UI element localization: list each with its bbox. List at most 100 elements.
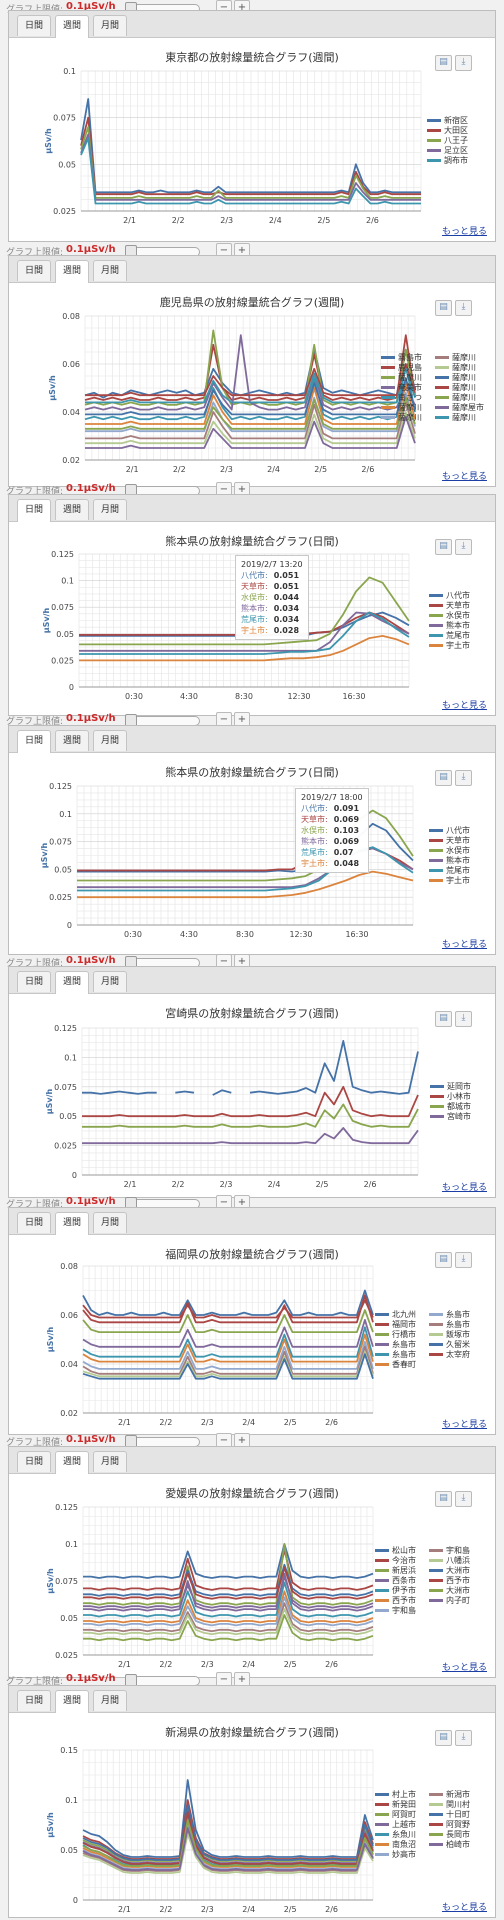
legend-item[interactable]: 宇土市 [429,876,470,886]
legend-item[interactable]: 村上市 [375,1790,416,1800]
tab-daily[interactable]: 日間 [17,730,51,753]
legend-item[interactable]: 霧島市 [381,353,422,363]
more-link[interactable]: もっと見る [441,1183,487,1193]
legend-item[interactable]: 薩摩川 [381,413,422,423]
legend-item[interactable]: 西条市 [375,1576,416,1586]
legend-item[interactable]: 薩摩川 [435,363,484,373]
tab-weekly[interactable]: 週間 [55,1212,89,1235]
legend-item[interactable]: 薩摩川 [435,393,484,403]
tab-monthly[interactable]: 月間 [93,730,127,751]
legend-item[interactable]: 八幡浜 [429,1556,470,1566]
more-link[interactable]: もっと見る [441,701,487,711]
legend-item[interactable]: 飯塚市 [429,1330,470,1340]
more-link[interactable]: もっと見る [441,227,487,237]
legend-item[interactable]: 天草市 [429,601,470,611]
legend-item[interactable]: 久留米 [429,1340,470,1350]
legend-item[interactable]: 薩摩川 [435,373,484,383]
legend-item[interactable]: 宮崎市 [430,1112,471,1122]
tab-daily[interactable]: 日間 [17,1212,51,1233]
legend-item[interactable]: 糸島市 [375,1350,416,1360]
legend-item[interactable]: 西予市 [375,1596,416,1606]
print-icon[interactable]: ▤ [435,770,452,786]
tab-daily[interactable]: 日間 [17,499,51,522]
legend-item[interactable]: 糸島市 [429,1310,470,1320]
legend-item[interactable]: 南魚沼 [375,1840,416,1850]
tab-monthly[interactable]: 月間 [93,260,127,281]
legend-item[interactable]: 小林市 [430,1092,471,1102]
legend-item[interactable]: 福岡市 [375,1320,416,1330]
legend-item[interactable]: 糸島市 [429,1320,470,1330]
download-icon[interactable]: ⤓ [455,770,472,786]
tab-daily[interactable]: 日間 [17,1451,51,1472]
legend-item[interactable]: 内子町 [429,1596,470,1606]
legend-item[interactable]: 薩摩川 [381,403,422,413]
tab-weekly[interactable]: 週間 [55,260,89,283]
download-icon[interactable]: ⤓ [455,300,472,316]
legend-item[interactable]: 北九州 [375,1310,416,1320]
legend-item[interactable]: 松山市 [375,1546,416,1556]
legend-item[interactable]: 十日町 [429,1810,470,1820]
legend-item[interactable]: 荒尾市 [429,866,470,876]
legend-item[interactable]: 南さつ [381,393,422,403]
print-icon[interactable]: ▤ [435,1730,452,1746]
legend-item[interactable]: 妙高市 [375,1850,416,1860]
print-icon[interactable]: ▤ [435,539,452,555]
legend-item[interactable]: 延岡市 [430,1082,471,1092]
legend-item[interactable]: 太宰府 [429,1350,470,1360]
more-link[interactable]: もっと見る [441,1903,487,1913]
legend-item[interactable]: 足立区 [427,146,468,156]
legend-item[interactable]: 柏崎市 [429,1840,470,1850]
tab-weekly[interactable]: 週間 [55,971,89,994]
legend-item[interactable]: 薩摩川 [381,373,422,383]
legend-item[interactable]: 新潟市 [429,1790,470,1800]
more-link[interactable]: もっと見る [441,1420,487,1430]
legend-item[interactable]: 水俣市 [429,846,470,856]
download-icon[interactable]: ⤓ [455,1252,472,1268]
legend-item[interactable]: 薩摩川 [435,353,484,363]
more-link[interactable]: もっと見る [441,940,487,950]
legend-item[interactable]: 宇和島 [375,1606,416,1616]
print-icon[interactable]: ▤ [435,1491,452,1507]
legend-item[interactable]: 大洲市 [429,1566,470,1576]
legend-item[interactable]: 調布市 [427,156,468,166]
legend-item[interactable]: 長岡市 [429,1830,470,1840]
legend-item[interactable]: 熊本市 [429,856,470,866]
legend-item[interactable]: 八代市 [429,826,470,836]
legend-item[interactable]: 行橋市 [375,1330,416,1340]
legend-item[interactable]: 糸魚川 [375,1830,416,1840]
more-link[interactable]: もっと見る [441,1663,487,1673]
download-icon[interactable]: ⤓ [455,1491,472,1507]
tab-monthly[interactable]: 月間 [93,1451,127,1472]
tab-weekly[interactable]: 週間 [55,499,89,520]
legend-item[interactable]: 伊予市 [375,1586,416,1596]
legend-item[interactable]: 上越市 [375,1820,416,1830]
legend-item[interactable]: 薩摩川 [435,383,484,393]
legend-item[interactable]: 大田区 [427,126,468,136]
tab-monthly[interactable]: 月間 [93,1690,127,1711]
legend-item[interactable]: 奄美市 [381,383,422,393]
download-icon[interactable]: ⤓ [455,1011,472,1027]
legend-item[interactable]: 阿賀町 [375,1810,416,1820]
tab-daily[interactable]: 日間 [17,260,51,281]
legend-item[interactable]: 新居浜 [375,1566,416,1576]
print-icon[interactable]: ▤ [435,55,452,71]
legend-item[interactable]: 宇土市 [429,641,470,651]
print-icon[interactable]: ▤ [435,1011,452,1027]
legend-item[interactable]: 熊本市 [429,621,470,631]
more-link[interactable]: もっと見る [441,472,487,482]
tab-monthly[interactable]: 月間 [93,1212,127,1233]
download-icon[interactable]: ⤓ [455,55,472,71]
download-icon[interactable]: ⤓ [455,539,472,555]
tab-monthly[interactable]: 月間 [93,499,127,520]
tab-monthly[interactable]: 月間 [93,971,127,992]
legend-item[interactable]: 糸島市 [375,1340,416,1350]
legend-item[interactable]: 新発田 [375,1800,416,1810]
legend-item[interactable]: 西予市 [429,1576,470,1586]
legend-item[interactable]: 薩摩屋市 [435,403,484,413]
legend-item[interactable]: 八王子 [427,136,468,146]
legend-item[interactable]: 今治市 [375,1556,416,1566]
tab-weekly[interactable]: 週間 [55,1690,89,1713]
print-icon[interactable]: ▤ [435,300,452,316]
tab-weekly[interactable]: 週間 [55,15,89,38]
tab-weekly[interactable]: 週間 [55,730,89,751]
